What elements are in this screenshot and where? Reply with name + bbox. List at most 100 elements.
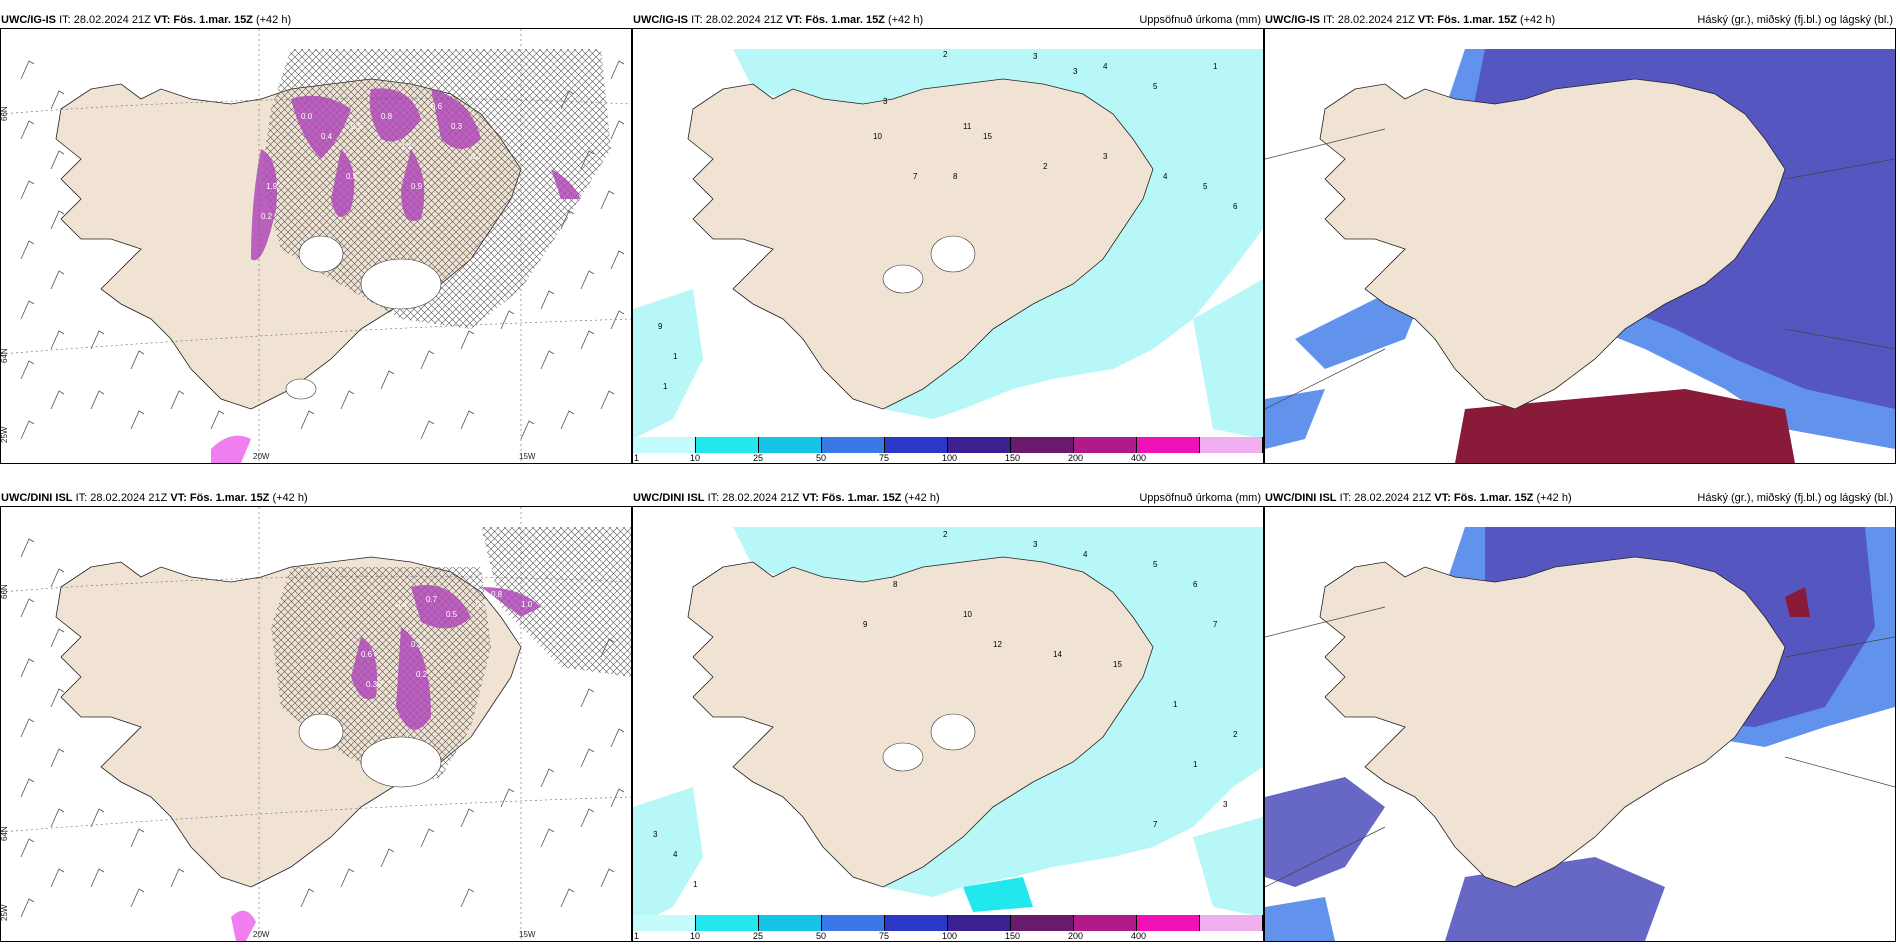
precip-value: 8	[893, 580, 898, 589]
colorbar-swatch	[822, 915, 885, 931]
sector-lines	[1265, 606, 1895, 888]
model-name: UWC/IG-IS	[633, 14, 688, 26]
precip-value: 1	[1213, 62, 1218, 71]
colorbar-label: 25	[753, 931, 764, 941]
colorbar-swatch	[1011, 437, 1074, 453]
field-title: Uppsöfnuð úrkoma (mm)	[1139, 492, 1261, 504]
colorbar-label: 10	[690, 931, 701, 941]
lead-time: (+42 h)	[904, 492, 940, 504]
precip-value: 10	[963, 610, 972, 619]
precip-value: 8	[953, 172, 958, 181]
model-name: UWC/DINI ISL	[1, 492, 73, 504]
colorbar-label: 150	[1005, 931, 1021, 941]
model-name: UWC/DINI ISL	[633, 492, 705, 504]
lon-label-15: 15W	[519, 452, 536, 461]
colorbar-swatch	[696, 437, 759, 453]
valid-time: Fös. 1.mar. 15Z	[821, 492, 902, 504]
init-time: IT: 28.02.2024 21Z	[1323, 14, 1415, 26]
panel-header: UWC/IG-IS IT: 28.02.2024 21Z VT: Fös. 1.…	[1264, 12, 1896, 28]
snow-value: 0.4	[321, 132, 333, 141]
wind-snow-map: 66N 64N 25W 20W 15W 0.40.70.50.30.20.60.…	[1, 507, 631, 941]
snow-value: 0.3	[411, 640, 423, 649]
wind-barbs	[20, 538, 625, 918]
panel-header: UWC/DINI ISL IT: 28.02.2024 21Z VT: Fös.…	[632, 490, 1264, 506]
snow-values: 0.4 0.7 0.5 0.3 0.2 0.6 0.30 0.90.8 1.0	[361, 590, 533, 689]
valid-time: Fös. 1.mar. 15Z	[805, 14, 885, 26]
snow-value: 0.8	[491, 590, 503, 599]
precip-value: 2	[943, 50, 948, 59]
colorbar-label: 100	[942, 453, 958, 463]
colorbar-label: 400	[1131, 931, 1147, 941]
panel-top-clouds: UWC/IG-IS IT: 28.02.2024 21Z VT: Fös. 1.…	[1264, 12, 1896, 464]
colorbar-label: 100	[942, 931, 958, 941]
map-area[interactable]: 66N 64N 25W 20W 15W 0.0 0.4 0.5 0.8 1.1 0.6 0.…	[0, 28, 632, 464]
snow-value: 0.2	[261, 212, 273, 221]
init-time: IT: 28.02.2024 21Z	[707, 492, 800, 504]
map-area[interactable]	[1264, 28, 1896, 464]
colorbar-swatch	[1074, 437, 1137, 453]
valid-label: VT:	[1417, 14, 1435, 26]
lat-label-25: 25W	[1, 904, 9, 921]
colorbar-swatch	[1137, 915, 1200, 931]
precip-value: 14	[1053, 650, 1062, 659]
precip-value: 6	[1193, 580, 1198, 589]
valid-time: Fös. 1.mar. 15Z	[1453, 492, 1534, 504]
snow-value: 0.0	[301, 112, 313, 121]
precip-value: 2	[1043, 162, 1048, 171]
colorbar: 1 10 25 50 75 100 150 200 400	[633, 437, 1263, 463]
colorbar-label: 25	[753, 453, 764, 463]
snow-value: 0.7	[426, 595, 438, 604]
colorbar-label: 10	[690, 453, 701, 463]
map-area[interactable]: 2 3 3 4 5 1 3 10 11 15 2 3 4 5 6 8 7 9 1 1 1 10 25 50 75 100 150 2…	[632, 28, 1264, 464]
colorbar-label: 150	[1005, 453, 1021, 463]
snow-value: 0.5	[346, 172, 358, 181]
panel-header: UWC/DINI ISL IT: 28.02.2024 21Z VT: Fös.…	[1264, 490, 1896, 506]
lead-time: (+42 h)	[272, 492, 308, 504]
precip-value: 3	[1223, 800, 1228, 809]
lat-label-66: 66N	[1, 584, 9, 599]
precip-value: 5	[1203, 182, 1208, 191]
valid-time: Fös. 1.mar. 15Z	[189, 492, 270, 504]
init-time: IT: 28.02.2024 21Z	[75, 492, 168, 504]
lead-time: (+42 h)	[1536, 492, 1572, 504]
colorbar-label: 50	[816, 453, 827, 463]
map-area[interactable]: 66N 64N 25W 20W 15W 0.4 0.7 0.5 0.3 0.2 0.6 0.…	[0, 506, 632, 942]
cloud-map	[1265, 507, 1895, 941]
glaciers	[285, 235, 442, 400]
snow-value: 0.9	[411, 182, 423, 191]
snow-value: 0.3	[451, 122, 463, 131]
precip-value: 6	[1233, 202, 1238, 211]
precip-value: 1	[673, 352, 678, 361]
colorbar-swatch	[696, 915, 759, 931]
precip-value: 7	[1153, 820, 1158, 829]
precip-value: 3	[1073, 67, 1078, 76]
colorbar-label: 400	[1131, 453, 1147, 463]
map-area[interactable]: 2 3 4 5 6 7 8 9 10 12 14 15 1 2 3 4 1 1 3 7 1 10 25 50 75 100 150…	[632, 506, 1264, 942]
colorbar-swatch	[885, 915, 948, 931]
panel-header: UWC/IG-IS IT: 28.02.2024 21Z VT: Fös. 1.…	[632, 12, 1264, 28]
lead-time: (+42 h)	[887, 14, 924, 26]
precip-value: 1	[1173, 700, 1178, 709]
panel-header: UWC/IG-IS IT: 28.02.2024 21Z VT: Fös. 1.…	[0, 12, 632, 28]
precip-value: 9	[863, 620, 868, 629]
colorbar-label: 75	[879, 453, 890, 463]
valid-time: Fös. 1.mar. 15Z	[173, 14, 253, 26]
valid-label: VT:	[785, 14, 803, 26]
valid-label: VT:	[170, 492, 187, 504]
colorbar-swatch	[759, 915, 822, 931]
precip-value: 3	[1103, 152, 1108, 161]
map-area[interactable]	[1264, 506, 1896, 942]
precip-value: 10	[873, 132, 882, 141]
colorbar-swatch	[948, 915, 1011, 931]
lon-label-20: 20W	[253, 452, 270, 461]
panel-header: UWC/DINI ISL IT: 28.02.2024 21Z VT: Fös.…	[0, 490, 632, 506]
panel-bottom-clouds: UWC/DINI ISL IT: 28.02.2024 21Z VT: Fös.…	[1264, 490, 1896, 942]
snow-value: 0.4	[396, 600, 408, 609]
precip-value: 7	[913, 172, 918, 181]
valid-label: VT:	[1434, 492, 1451, 504]
glaciers	[882, 713, 976, 772]
colorbar-swatch	[633, 437, 696, 453]
valid-label: VT:	[802, 492, 819, 504]
colorbar-swatch	[948, 437, 1011, 453]
snow-value: 0.5	[446, 610, 458, 619]
